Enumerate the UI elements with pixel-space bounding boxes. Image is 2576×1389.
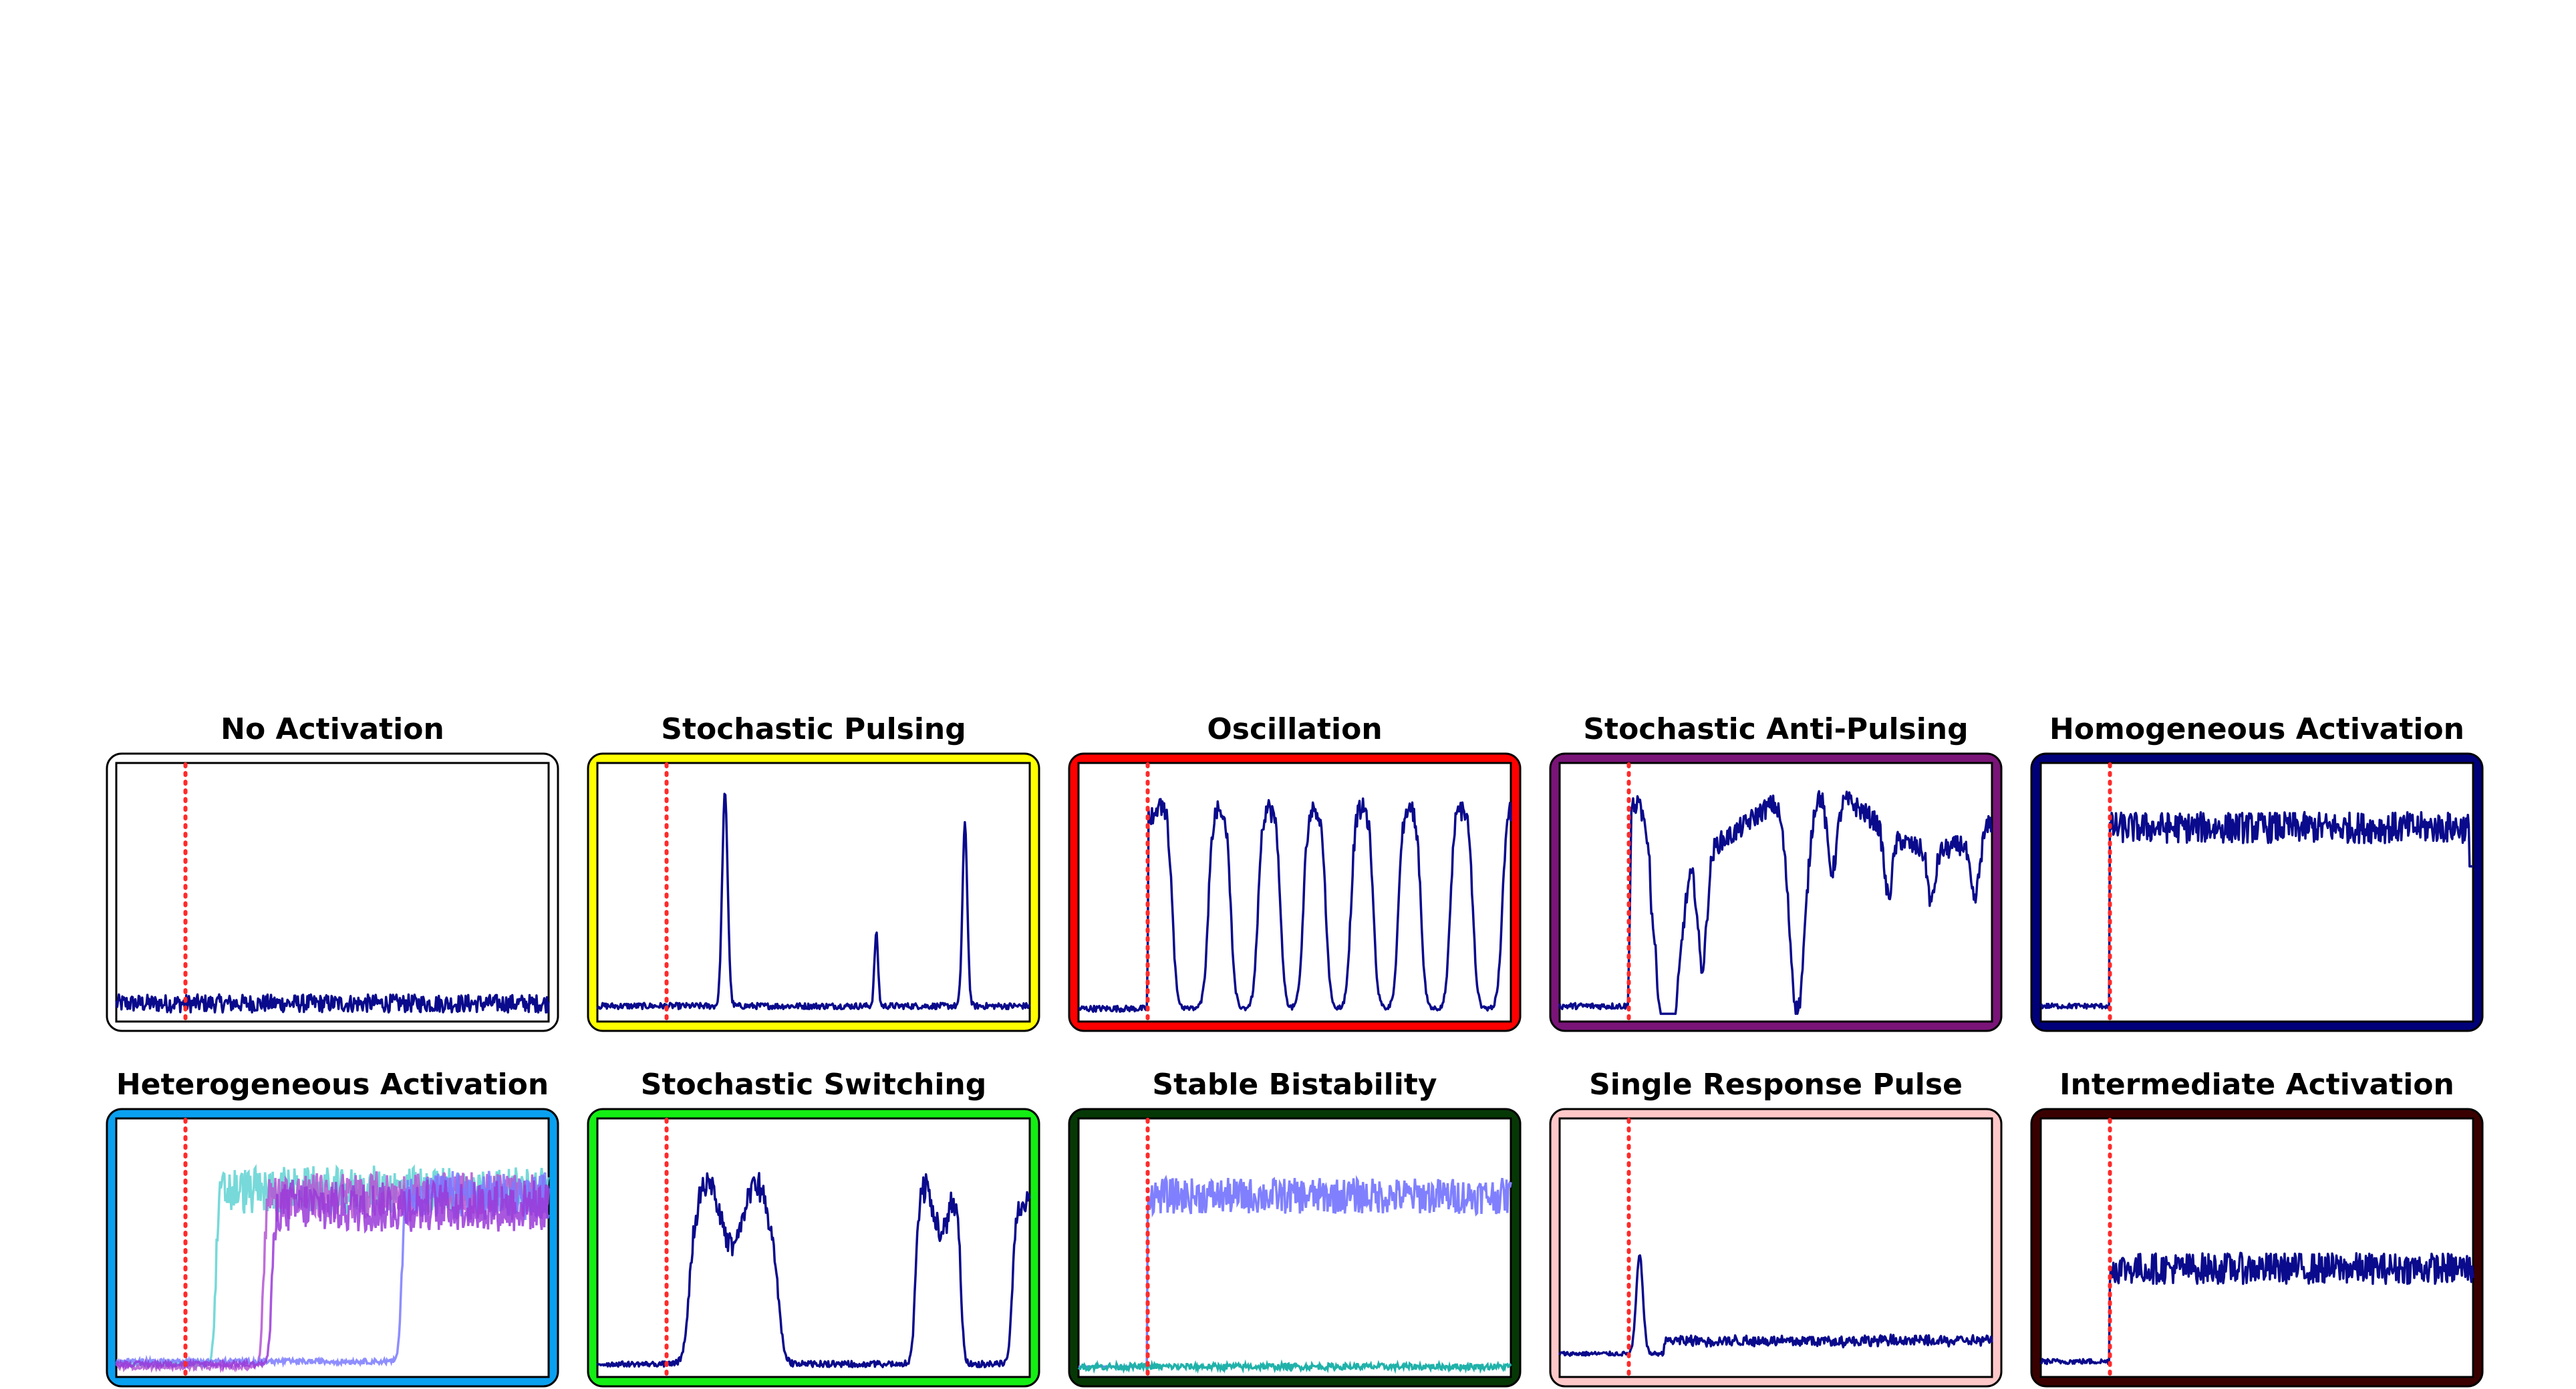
chart-panel: Stochastic Pulsing bbox=[587, 712, 1040, 1032]
panel-title: Heterogeneous Activation bbox=[116, 1068, 549, 1102]
plot-area bbox=[1558, 1117, 1993, 1378]
chart-panel: Intermediate Activation bbox=[2030, 1068, 2484, 1388]
plot-area bbox=[2039, 1117, 2474, 1378]
plot-area bbox=[115, 762, 550, 1023]
panel-title: Stochastic Pulsing bbox=[661, 712, 966, 746]
chart-panel: No Activation bbox=[106, 712, 559, 1032]
plot-area bbox=[115, 1117, 550, 1378]
plot-area bbox=[596, 762, 1031, 1023]
series-line bbox=[1079, 1175, 1512, 1368]
panel-title: Stable Bistability bbox=[1152, 1068, 1437, 1102]
chart-panel: Stable Bistability bbox=[1068, 1068, 1522, 1388]
chart-panel: Stochastic Switching bbox=[587, 1068, 1040, 1388]
plot-area bbox=[2039, 762, 2474, 1023]
series-line bbox=[596, 792, 1031, 1011]
panel-title: Oscillation bbox=[1207, 712, 1382, 746]
chart-panel: Single Response Pulse bbox=[1549, 1068, 2003, 1388]
panel-title: No Activation bbox=[221, 712, 444, 746]
plot-area bbox=[1077, 762, 1512, 1023]
series-line bbox=[2040, 810, 2474, 1010]
plot-area bbox=[596, 1117, 1031, 1378]
panel-title: Single Response Pulse bbox=[1589, 1068, 1963, 1102]
series-line bbox=[1558, 1254, 1993, 1357]
plot-area bbox=[1077, 1117, 1512, 1378]
chart-panel: Oscillation bbox=[1068, 712, 1522, 1032]
series-line bbox=[1558, 790, 1993, 1016]
panel-title: Homogeneous Activation bbox=[2049, 712, 2464, 746]
series-line bbox=[596, 1172, 1031, 1369]
panel-title: Intermediate Activation bbox=[2059, 1068, 2454, 1102]
series-line bbox=[1078, 797, 1512, 1014]
chart-panel: Homogeneous Activation bbox=[2030, 712, 2484, 1032]
plot-area bbox=[1558, 762, 1993, 1023]
chart-panel: Heterogeneous Activation bbox=[106, 1068, 559, 1388]
series-line bbox=[115, 993, 550, 1014]
chart-panel: Stochastic Anti-Pulsing bbox=[1549, 712, 2003, 1032]
panel-title: Stochastic Switching bbox=[641, 1068, 987, 1102]
series-line bbox=[2039, 1251, 2474, 1366]
series-line bbox=[1077, 1359, 1512, 1374]
panel-title: Stochastic Anti-Pulsing bbox=[1583, 712, 1968, 746]
series-line bbox=[115, 1179, 550, 1371]
